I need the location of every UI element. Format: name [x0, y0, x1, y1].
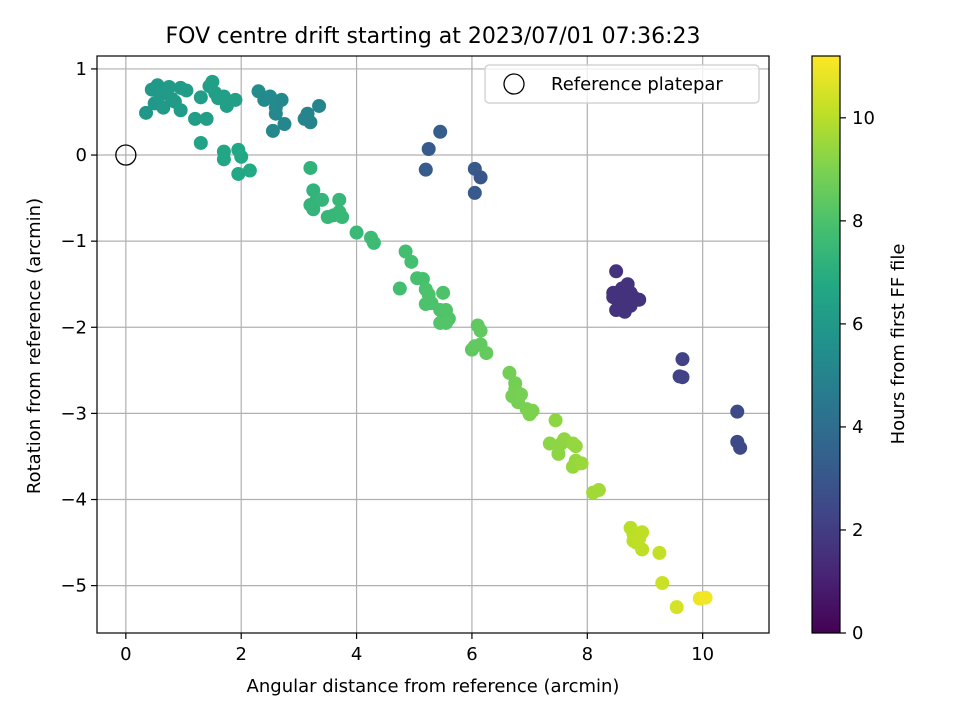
legend-open-circle-icon [503, 73, 525, 95]
data-point [438, 315, 453, 330]
legend: Reference platepar [484, 64, 760, 104]
data-point [698, 590, 713, 605]
data-point [234, 149, 249, 164]
data-point [635, 542, 650, 557]
data-point [392, 281, 407, 296]
data-point [193, 135, 208, 150]
data-point [418, 162, 433, 177]
data-point [568, 439, 583, 454]
x-tick-label: 8 [582, 644, 593, 665]
y-tick-label: −3 [60, 403, 87, 424]
data-point [303, 115, 318, 130]
data-point [502, 365, 517, 380]
data-point [231, 166, 246, 181]
y-tick-label: 0 [76, 145, 87, 166]
y-tick-label: −5 [60, 576, 87, 597]
data-point [139, 105, 154, 120]
data-point [473, 323, 488, 338]
data-point [733, 440, 748, 455]
colorbar-ticks: 0 2 4 6 8 10 [840, 108, 875, 644]
data-point [467, 185, 482, 200]
data-point [421, 142, 436, 157]
colorbar-gradient [811, 55, 841, 634]
data-point [467, 339, 482, 354]
legend-label-reference-platepar: Reference platepar [551, 74, 723, 95]
y-tick-label: −4 [60, 490, 87, 511]
data-point [199, 111, 214, 126]
data-point [312, 98, 327, 113]
data-point [216, 152, 231, 167]
data-point [513, 387, 528, 402]
data-point [591, 483, 606, 498]
data-point [366, 235, 381, 250]
data-point [349, 225, 364, 240]
x-tick-label: 4 [351, 644, 362, 665]
data-point [162, 80, 177, 95]
data-point [675, 352, 690, 367]
data-point [265, 123, 280, 138]
data-point [436, 285, 451, 300]
data-point [473, 170, 488, 185]
colorbar-tick-label: 2 [852, 520, 863, 541]
y-tick-label: −2 [60, 317, 87, 338]
data-point [268, 106, 283, 121]
legend-box [484, 64, 760, 104]
data-point [635, 525, 650, 540]
data-point [228, 92, 243, 107]
data-point [173, 103, 188, 118]
data-point [669, 600, 684, 615]
data-point [179, 83, 194, 98]
data-point [404, 254, 419, 269]
data-point [479, 346, 494, 361]
data-point [551, 446, 566, 461]
x-tick-label: 6 [466, 644, 477, 665]
data-point [606, 290, 621, 305]
data-point [193, 90, 208, 105]
colorbar-tick-label: 0 [852, 623, 863, 644]
colorbar-tick-label: 10 [852, 108, 875, 129]
data-point [188, 111, 203, 126]
data-point [156, 100, 171, 115]
x-tick-label: 2 [235, 644, 246, 665]
y-tick-label: 1 [76, 59, 87, 80]
colorbar-label: Hours from first FF file [888, 244, 909, 445]
data-point [609, 264, 624, 279]
data-point [542, 436, 557, 451]
x-tick-label: 10 [691, 644, 714, 665]
data-point [548, 413, 563, 428]
x-tick-label: 0 [120, 644, 131, 665]
data-point [242, 163, 257, 178]
chart-title: FOV centre drift starting at 2023/07/01 … [166, 24, 701, 49]
data-point [335, 210, 350, 225]
colorbar-tick-label: 8 [852, 211, 863, 232]
data-point [332, 192, 347, 207]
data-point [277, 117, 292, 132]
data-point [303, 160, 318, 175]
data-point [314, 192, 329, 207]
data-point [263, 89, 278, 104]
data-point [655, 576, 670, 591]
data-point [398, 244, 413, 259]
colorbar-tick-label: 4 [852, 417, 863, 438]
data-point [205, 74, 220, 89]
colorbar-tick-label: 6 [852, 314, 863, 335]
reference-platepar-marker [115, 144, 137, 166]
data-point [574, 456, 589, 471]
data-point [274, 92, 289, 107]
x-axis-label: Angular distance from reference (arcmin) [247, 676, 620, 697]
data-point [623, 298, 638, 313]
colorbar: 0 2 4 6 8 10 Hours from first FF file [811, 55, 909, 644]
data-point [652, 545, 667, 560]
data-point [730, 404, 745, 419]
data-points [115, 74, 748, 615]
data-point [675, 370, 690, 385]
data-point [433, 124, 448, 139]
y-axis-label: Rotation from reference (arcmin) [24, 198, 45, 494]
plot-frame [96, 55, 770, 634]
y-tick-label: −1 [60, 231, 87, 252]
data-point [525, 403, 540, 418]
